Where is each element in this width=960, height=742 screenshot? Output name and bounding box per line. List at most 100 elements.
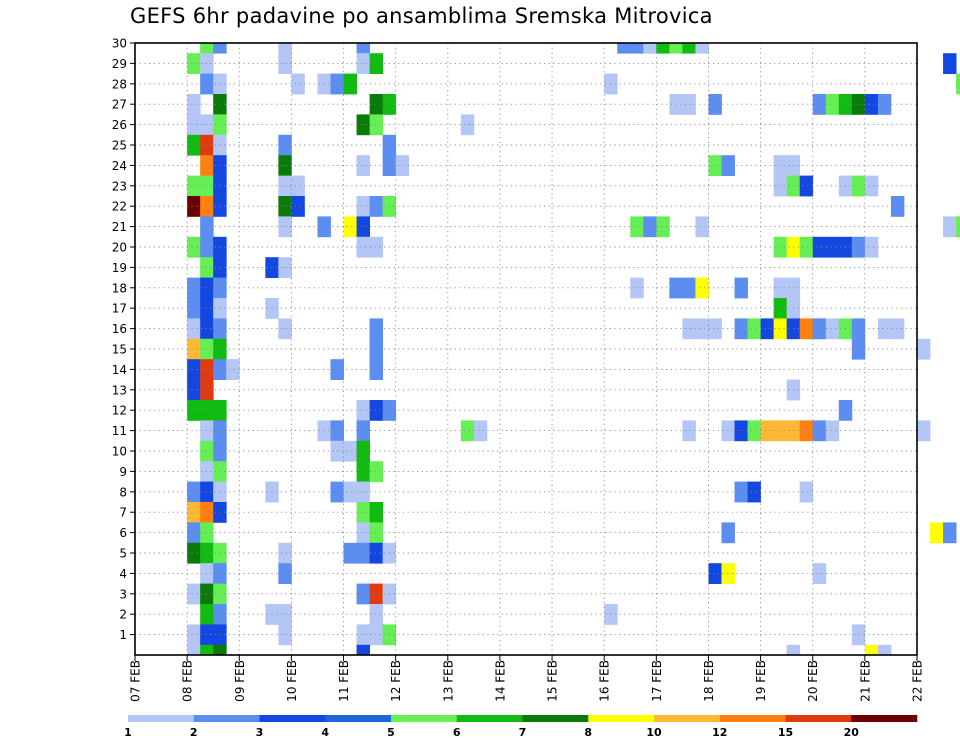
heatmap-cell: [369, 624, 384, 646]
heatmap-cell: [200, 379, 214, 401]
colorbar-swatch: [851, 715, 918, 722]
heatmap-cell: [851, 94, 866, 115]
heatmap-cell: [812, 94, 827, 115]
heatmap-cell: [708, 563, 722, 584]
heatmap-cell: [930, 522, 944, 544]
heatmap-cell: [877, 644, 892, 656]
heatmap-cell: [799, 318, 814, 340]
colorbar-label: 6: [453, 726, 461, 739]
x-tick-label: 09 FEB: [233, 660, 247, 702]
heatmap-cell: [630, 277, 644, 299]
heatmap-cell: [356, 481, 370, 503]
heatmap-cell: [369, 318, 384, 340]
y-tick-label: 14: [112, 363, 127, 377]
heatmap-cell: [799, 481, 814, 503]
heatmap-cell: [369, 583, 384, 605]
heatmap-cell: [747, 318, 761, 340]
heatmap-cell: [187, 94, 201, 115]
heatmap-cell: [187, 481, 201, 503]
heatmap-cell: [473, 420, 488, 442]
heatmap-cell: [369, 359, 384, 380]
colorbar-label: 8: [584, 726, 592, 739]
heatmap-cell: [200, 277, 214, 299]
y-tick-label: 2: [119, 608, 127, 622]
colorbar-swatch: [654, 715, 721, 722]
heatmap-cell: [356, 522, 370, 544]
heatmap-cell: [825, 420, 840, 442]
heatmap-cell: [200, 114, 214, 136]
heatmap-cell: [356, 420, 370, 442]
heatmap-cell: [617, 43, 631, 54]
heatmap-cell: [734, 420, 748, 442]
heatmap-cell: [917, 420, 931, 442]
colorbar-swatch: [391, 715, 458, 722]
heatmap-cell: [695, 277, 709, 299]
heatmap-cell: [395, 155, 410, 176]
heatmap-cell: [851, 175, 866, 197]
heatmap-cell: [200, 624, 214, 646]
colorbar-swatch: [259, 715, 326, 722]
y-tick-label: 16: [112, 322, 127, 336]
heatmap-cell: [278, 134, 292, 156]
heatmap-cell: [200, 338, 214, 360]
heatmap-cell: [356, 216, 370, 238]
heatmap-cell: [187, 400, 201, 421]
y-tick-label: 5: [119, 547, 127, 561]
y-tick-label: 4: [119, 567, 127, 581]
heatmap-cell: [630, 216, 644, 238]
heatmap-cell: [200, 604, 214, 625]
heatmap-cell: [226, 359, 240, 380]
x-tick-label: 12 FEB: [389, 660, 403, 702]
heatmap-cell: [656, 43, 670, 54]
heatmap-cell: [200, 43, 214, 54]
y-tick-label: 25: [112, 139, 127, 153]
heatmap-cell: [799, 236, 814, 258]
heatmap-cells: [187, 43, 960, 656]
heatmap-cell: [343, 440, 357, 462]
heatmap-cell: [747, 420, 761, 442]
x-tick-label: 17 FEB: [650, 660, 664, 702]
colorbar-swatch: [588, 715, 655, 722]
heatmap-cell: [356, 644, 370, 656]
heatmap-cell: [200, 522, 214, 544]
colorbar-swatch: [719, 715, 786, 722]
heatmap-cell: [200, 298, 214, 319]
heatmap-cell: [682, 94, 696, 115]
heatmap-cell: [734, 277, 748, 299]
y-tick-label: 15: [112, 343, 127, 357]
heatmap-cell: [369, 604, 384, 625]
heatmap-cell: [369, 400, 384, 421]
heatmap-cell: [356, 583, 370, 605]
heatmap-cell: [187, 644, 201, 656]
heatmap-cell: [278, 542, 292, 564]
heatmap-cell: [773, 236, 788, 258]
y-tick-label: 20: [112, 241, 127, 255]
heatmap-cell: [825, 318, 840, 340]
y-tick-label: 13: [112, 383, 127, 397]
heatmap-cell: [187, 53, 201, 74]
heatmap-cell: [799, 420, 814, 442]
x-axis: 07 FEB 08 FEB 09 FEB 10 FEB 11 FEB 12 FEB 13 F…: [129, 655, 925, 702]
heatmap-cell: [356, 114, 370, 136]
heatmap-cell: [200, 583, 214, 605]
colorbar-swatch: [325, 715, 392, 722]
y-tick-label: 27: [112, 98, 127, 112]
heatmap-cell: [200, 318, 214, 340]
heatmap-cell: [943, 216, 957, 238]
heatmap-cell: [187, 359, 201, 380]
heatmap-cell: [682, 43, 696, 54]
heatmap-cell: [799, 175, 814, 197]
heatmap-cell: [864, 175, 879, 197]
x-tick-label: 11 FEB: [337, 660, 351, 702]
heatmap-cell: [695, 318, 709, 340]
heatmap-cell: [643, 43, 657, 54]
heatmap-cell: [917, 338, 931, 360]
heatmap-cell: [187, 236, 201, 258]
colorbar: 1 2 3 4 5 6 7 8 10 12 15 20: [124, 715, 918, 739]
heatmap-cell: [825, 236, 840, 258]
colorbar-swatch: [193, 715, 260, 722]
heatmap-cell: [812, 420, 827, 442]
heatmap-cell: [187, 502, 201, 523]
colorbar-swatch: [522, 715, 589, 722]
y-tick-label: 21: [112, 220, 127, 234]
